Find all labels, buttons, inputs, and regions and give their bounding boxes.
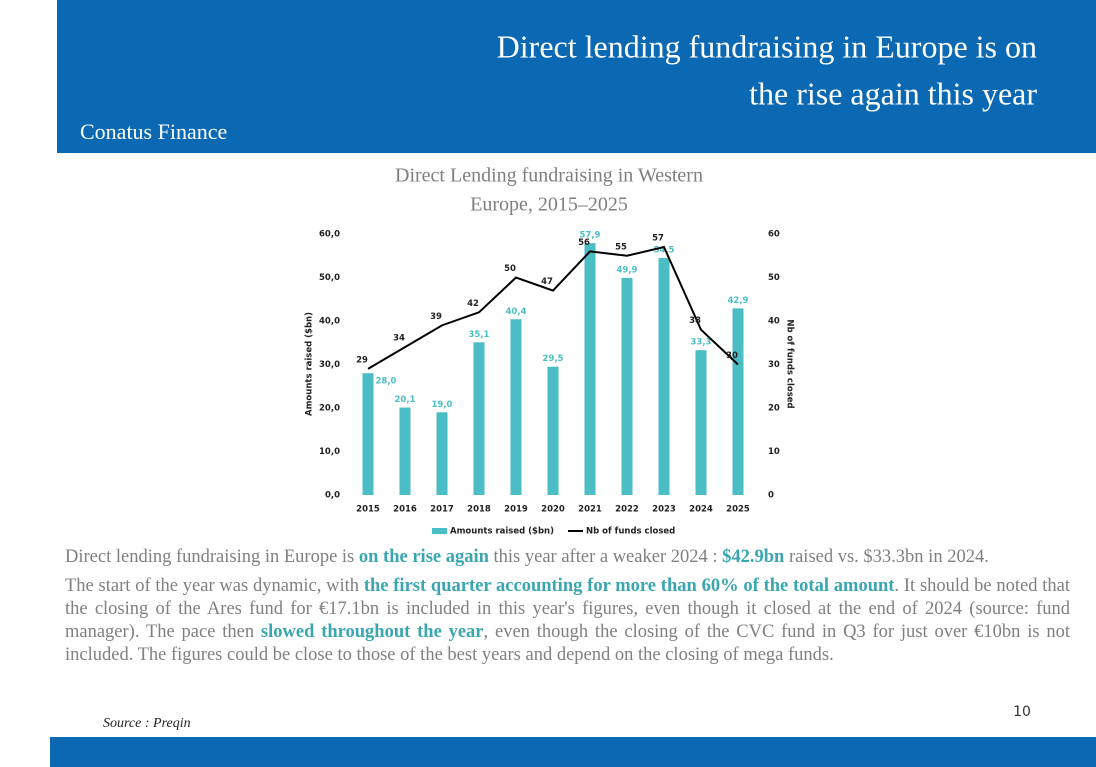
y2-tick-label: 30: [768, 360, 780, 370]
bar-value-label: 29,5: [543, 354, 564, 364]
highlight-text: the first quarter accounting for more th…: [363, 576, 895, 596]
chart-title: Direct Lending fundraising in Western: [395, 165, 703, 187]
text-run: , even though the closing of the CVC fun…: [65, 622, 1071, 665]
text-run: raised vs. $33.3bn in 2024.: [784, 547, 989, 567]
x-tick-label: 2019: [504, 505, 528, 515]
bar-value-label: 20,1: [395, 395, 416, 405]
slide-title: the rise again this year: [749, 75, 1037, 111]
bar-value-label: 28,0: [376, 377, 397, 387]
source-note: Source : Preqin: [103, 716, 191, 731]
y2-tick-label: 50: [768, 273, 780, 283]
legend-swatch: [432, 528, 447, 534]
text-run: this year after a weaker 2024 :: [488, 547, 723, 567]
x-tick-label: 2023: [652, 505, 676, 515]
line-value-label: 56: [578, 238, 590, 248]
y-axis-title: Amounts raised ($bn): [305, 312, 315, 416]
bar-value-label: 33,3: [691, 338, 712, 348]
bar: [399, 407, 411, 495]
bar-value-label: 54,5: [654, 245, 675, 255]
y2-tick-label: 0: [768, 491, 774, 501]
bar-value-label: 35,1: [469, 330, 490, 340]
line-value-label: 38: [689, 316, 701, 326]
chart-title: Europe, 2015–2025: [470, 194, 628, 216]
bar-value-label: 40,4: [506, 307, 527, 317]
bar: [510, 319, 522, 495]
paragraph: The start of the year was dynamic, with …: [65, 575, 1070, 667]
bar-value-label: 42,9: [728, 296, 749, 306]
line-value-label: 39: [430, 312, 442, 322]
line: [367, 245, 739, 370]
line-value-label: 57: [652, 234, 664, 244]
x-tick-label: 2020: [541, 505, 565, 515]
bar: [547, 366, 559, 495]
x-tick-label: 2017: [430, 505, 454, 515]
x-tick-label: 2025: [726, 505, 750, 515]
text-run: The start of the year was dynamic, with: [65, 576, 364, 596]
highlight-text: $42.9bn: [722, 547, 785, 567]
y2-tick-label: 20: [768, 404, 780, 414]
line-value-label: 50: [504, 264, 516, 274]
line-value-label: 34: [393, 334, 405, 344]
highlight-text: on the rise again: [358, 547, 489, 567]
bar-value-label: 19,0: [432, 400, 453, 410]
page-number: 10: [1013, 704, 1031, 720]
y2-tick-label: 60: [768, 230, 780, 240]
bar: [732, 308, 744, 495]
slide-title: Direct lending fundraising in Europe is …: [497, 28, 1037, 64]
y-tick-label: 40,0: [319, 317, 340, 327]
bar: [658, 257, 670, 495]
bar: [436, 412, 448, 495]
y-tick-label: 30,0: [319, 360, 340, 370]
x-tick-label: 2024: [689, 505, 713, 515]
highlight-text: slowed throughout the year: [260, 622, 484, 642]
bar-value-label: 49,9: [617, 265, 638, 275]
legend-label: Nb of funds closed: [586, 527, 675, 537]
y2-tick-label: 10: [768, 447, 780, 457]
y-tick-label: 0,0: [325, 491, 340, 501]
bar: [362, 373, 374, 495]
line-value-label: 30: [726, 351, 738, 361]
legend-label: Amounts raised ($bn): [450, 527, 554, 537]
text-run: . It should be noted that the closing of…: [65, 576, 1070, 642]
y-tick-label: 50,0: [319, 273, 340, 283]
x-tick-label: 2015: [356, 505, 380, 515]
y-tick-label: 10,0: [319, 447, 340, 457]
y-tick-label: 60,0: [319, 230, 340, 240]
y-tick-label: 20,0: [319, 404, 340, 414]
bar: [584, 243, 596, 495]
y2-tick-label: 40: [768, 317, 780, 327]
header-band: [57, 0, 1096, 153]
line-value-label: 55: [615, 242, 627, 252]
body-text: Direct lending fundraising in Europe is …: [65, 546, 1070, 673]
line-value-label: 29: [356, 355, 368, 365]
bar: [621, 277, 633, 495]
bar: [473, 342, 485, 495]
y2-axis-title: Nb of funds closed: [785, 319, 795, 408]
x-tick-label: 2022: [615, 505, 639, 515]
footer-band: [50, 737, 1096, 767]
line-value-label: 42: [467, 299, 479, 309]
paragraph: Direct lending fundraising in Europe is …: [65, 546, 1070, 569]
bar: [695, 350, 707, 495]
x-tick-label: 2018: [467, 505, 491, 515]
company-name: Conatus Finance: [80, 119, 227, 144]
line-value-label: 47: [541, 277, 553, 287]
x-tick-label: 2016: [393, 505, 417, 515]
bar-value-label: 57,9: [580, 231, 601, 241]
text-run: Direct lending fundraising in Europe is: [65, 547, 359, 567]
x-tick-label: 2021: [578, 505, 602, 515]
